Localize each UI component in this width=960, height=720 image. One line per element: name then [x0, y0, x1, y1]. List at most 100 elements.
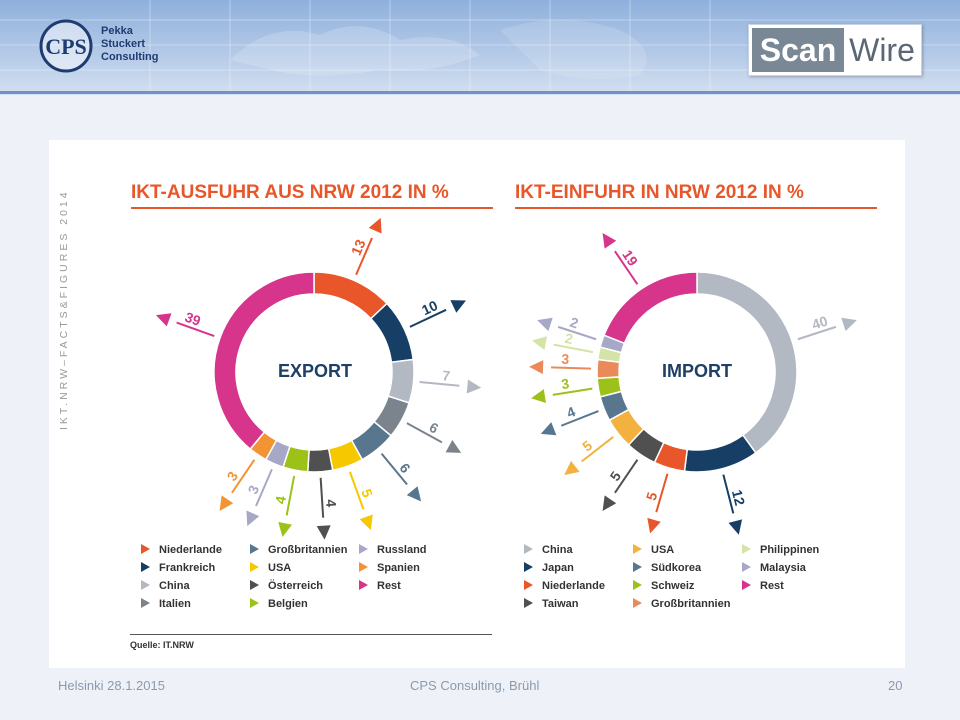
import-leader-suedkorea — [560, 410, 599, 427]
legend-label: USA — [651, 544, 675, 556]
import-value-label-philippinen: 2 — [564, 330, 575, 347]
import-legend-item-china: China — [524, 543, 573, 557]
legend-marker-icon — [250, 598, 259, 608]
export-slice-niederlande — [313, 271, 388, 320]
legend-label: Philippinen — [760, 544, 820, 556]
source-rule — [130, 634, 492, 635]
legend-label: Spanien — [377, 562, 420, 574]
import-leader-rest — [614, 250, 639, 285]
import-legend-item-suedkorea: Südkorea — [633, 561, 701, 575]
legend-marker-icon — [250, 580, 259, 590]
legend-marker-icon — [250, 562, 259, 572]
import-arrow-suedkorea — [540, 422, 557, 436]
legend-label: Rest — [377, 580, 401, 592]
export-leader-spanien — [231, 459, 256, 494]
import-center-label: IMPORT — [662, 361, 732, 381]
export-arrow-grossbritannien — [406, 486, 422, 502]
footer-page-number: 20 — [888, 678, 903, 693]
import-leader-china — [797, 325, 837, 341]
company-name: Pekka Stuckert Consulting — [101, 25, 158, 64]
slide-header: CPS Pekka Stuckert Consulting Scan Wire — [0, 0, 960, 95]
import-legend-item-rest: Rest — [742, 579, 784, 593]
import-value-label-china: 40 — [810, 313, 830, 333]
import-arrow-japan — [728, 519, 743, 535]
export-arrow-oesterreich — [316, 525, 331, 540]
export-arrow-niederlande — [368, 217, 382, 234]
legend-label: Großbritannien — [268, 544, 348, 556]
import-legend-item-schweiz: Schweiz — [633, 579, 694, 593]
import-leader-schweiz — [552, 387, 593, 396]
import-value-label-rest: 19 — [619, 247, 641, 269]
legend-marker-icon — [633, 562, 642, 572]
import-title-rule — [515, 207, 877, 209]
legend-label: Schweiz — [651, 580, 695, 592]
import-legend-item-usa: USA — [633, 543, 674, 557]
import-legend-item-japan: Japan — [524, 561, 574, 575]
export-slice-oesterreich — [306, 447, 334, 473]
export-arrow-russland — [246, 510, 260, 527]
export-leader-frankreich — [409, 308, 447, 328]
legend-marker-icon — [524, 598, 533, 608]
import-arrow-niederlande — [647, 517, 661, 534]
source-note: Quelle: IT.NRW — [130, 640, 194, 650]
export-center-label: EXPORT — [277, 361, 352, 381]
export-leader-belgien — [285, 475, 296, 516]
import-arrow-grossbritannien — [529, 360, 544, 375]
scanwire-logo-wire: Wire — [849, 32, 915, 68]
export-leader-oesterreich — [319, 477, 325, 518]
import-leader-malaysia — [557, 325, 597, 341]
legend-marker-icon — [633, 544, 642, 554]
legend-label: China — [159, 580, 190, 592]
export-legend-item-usa: USA — [250, 561, 291, 575]
export-value-label-usa: 5 — [358, 487, 376, 500]
legend-marker-icon — [633, 580, 642, 590]
company-line-2: Stuckert — [101, 38, 146, 50]
company-line-3: Consulting — [101, 51, 159, 63]
export-value-label-oesterreich: 4 — [323, 499, 339, 508]
import-value-label-suedkorea: 4 — [564, 403, 577, 421]
export-leader-niederlande — [355, 237, 373, 276]
legend-label: Taiwan — [542, 598, 579, 610]
legend-label: Rest — [760, 580, 784, 592]
export-arrow-rest — [155, 313, 172, 327]
legend-marker-icon — [742, 562, 751, 572]
export-title-rule — [131, 207, 493, 209]
import-value-label-malaysia: 2 — [568, 314, 581, 332]
export-legend-item-italien: Italien — [141, 597, 191, 611]
company-line-1: Pekka — [101, 25, 133, 37]
legend-label: Japan — [542, 562, 574, 574]
export-value-label-niederlande: 13 — [348, 237, 369, 258]
export-leader-usa — [348, 471, 365, 510]
export-legend-item-oesterreich: Österreich — [250, 579, 323, 593]
legend-label: Österreich — [268, 580, 324, 592]
import-chart-title: IKT-EINFUHR IN NRW 2012 IN % — [515, 182, 804, 203]
import-arrow-usa — [564, 460, 580, 475]
import-value-label-schweiz: 3 — [560, 375, 570, 392]
import-slice-rest — [603, 271, 698, 345]
legend-marker-icon — [524, 580, 533, 590]
export-arrow-italien — [445, 440, 462, 453]
scanwire-logo: Scan Wire — [748, 24, 922, 76]
header-divider — [0, 91, 960, 94]
legend-marker-icon — [250, 544, 259, 554]
import-arrow-china — [841, 317, 857, 332]
legend-marker-icon — [141, 562, 150, 572]
import-leader-taiwan — [614, 459, 639, 494]
import-leader-usa — [581, 436, 614, 463]
world-map-background — [0, 0, 960, 92]
import-value-label-grossbritannien: 3 — [561, 351, 569, 367]
legend-label: Südkorea — [651, 562, 702, 574]
cps-logo: CPS — [39, 19, 93, 73]
import-arrow-rest — [602, 233, 617, 249]
legend-marker-icon — [359, 562, 368, 572]
export-legend-item-frankreich: Frankreich — [141, 561, 215, 575]
legend-label: USA — [268, 562, 292, 574]
logo-text: CPS — [45, 34, 87, 59]
export-value-label-italien: 6 — [427, 419, 442, 437]
export-value-label-rest: 39 — [183, 309, 203, 329]
scanwire-logo-scan: Scan — [752, 28, 844, 72]
export-legend-item-china: China — [141, 579, 190, 593]
import-leader-japan — [722, 474, 735, 514]
